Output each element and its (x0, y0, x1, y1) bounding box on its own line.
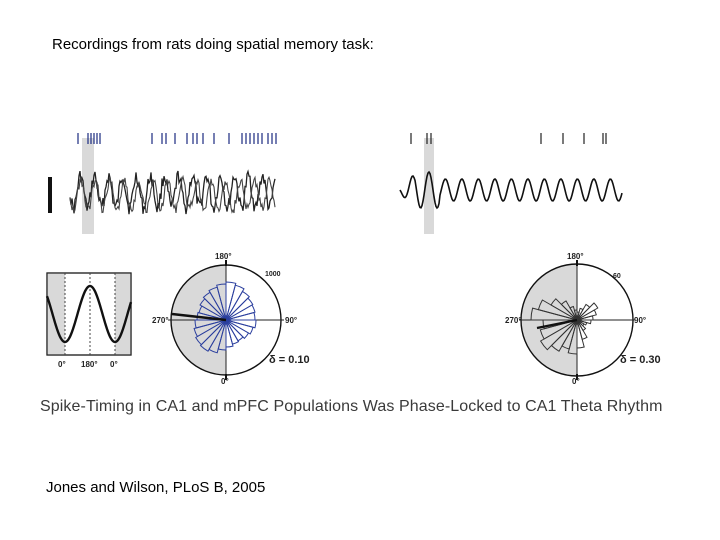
rose-right-wedge-13 (537, 299, 578, 321)
polar-right-scale: 60 (613, 273, 621, 280)
polar-left-label-180: 180° (215, 252, 232, 261)
rose-left-wedge-20 (225, 290, 251, 321)
rose-right-wedge-21 (576, 302, 599, 321)
polar-right-label-180: 180° (567, 252, 584, 261)
rose-left-wedge-2 (225, 319, 250, 340)
tick-label-0: 0° (58, 360, 66, 369)
left-lfp-trace (69, 169, 276, 215)
polar-right-delta: δ = 0.30 (620, 354, 661, 366)
rose-right-wedge-16 (569, 305, 578, 321)
rose-right-wedge-10 (539, 319, 578, 340)
polar-left-label-0: 0° (221, 377, 229, 386)
rose-left-wedge-22 (225, 304, 256, 321)
rose-left-wedge-18 (225, 281, 237, 321)
phase-curve (45, 284, 133, 344)
polar-plot-right: 180° 270° 90° 0° 60 δ = 0.30 (505, 252, 661, 386)
polar-right-label-0: 0° (572, 377, 580, 386)
rose-left-wedge-10 (193, 319, 227, 338)
polar-right-label-90: 90° (634, 316, 646, 325)
rose-left-wedge-23 (225, 311, 256, 321)
polar-left-mean-vector (171, 312, 227, 322)
rose-left-wedge-8 (199, 319, 227, 352)
right-trace-panel (399, 133, 623, 234)
polar-left-label-270: 270° (152, 316, 169, 325)
citation: Jones and Wilson, PLoS B, 2005 (46, 479, 266, 496)
rose-right-wedge-1 (576, 319, 588, 326)
scale-bar (48, 177, 52, 213)
polar-plot-left: 180° 270° 90° 0° 1000 δ = 0.10 (152, 252, 310, 386)
tick-label-180: 180° (81, 360, 98, 369)
rose-left-wedge-1 (225, 319, 254, 335)
phase-histogram: 0° 180° 0° (45, 272, 133, 369)
rose-right-wedge-22 (576, 309, 597, 321)
left-trace-shade (82, 138, 94, 234)
right-theta-trace (399, 170, 623, 210)
rose-right-wedge-17 (573, 309, 578, 321)
rose-right-wedge-9 (539, 319, 578, 351)
figure-caption: Spike-Timing in CA1 and mPFC Populations… (40, 398, 663, 415)
polar-left-rose (193, 281, 257, 354)
polar-left-delta: δ = 0.10 (269, 354, 310, 366)
rose-right-wedge-14 (550, 298, 578, 321)
polar-right-rose (530, 298, 599, 355)
left-trace-panel (48, 133, 277, 234)
polar-left-label-90: 90° (285, 316, 297, 325)
left-spike-raster (77, 133, 277, 144)
rose-left-wedge-0 (225, 319, 257, 329)
rose-right-wedge-6 (567, 319, 578, 355)
rose-right-wedge-15 (560, 300, 578, 321)
tick-label-0-end: 0° (110, 360, 118, 369)
rose-left-wedge-9 (195, 319, 227, 346)
rose-left-wedge-21 (225, 297, 254, 321)
rose-right-wedge-23 (576, 315, 594, 321)
slide-title: Recordings from rats doing spatial memor… (52, 36, 374, 53)
polar-left-scale: 1000 (265, 271, 281, 278)
phase-histogram-shade (47, 273, 65, 355)
rose-left-wedge-11 (194, 319, 227, 329)
right-spike-raster (410, 133, 607, 144)
polar-right-mean-vector (536, 318, 578, 330)
left-theta-trace (69, 174, 276, 214)
polar-right-label-270: 270° (505, 316, 522, 325)
rose-right-wedge-12 (530, 307, 578, 321)
right-trace-shade (424, 138, 434, 234)
rose-left-wedge-19 (225, 284, 245, 321)
